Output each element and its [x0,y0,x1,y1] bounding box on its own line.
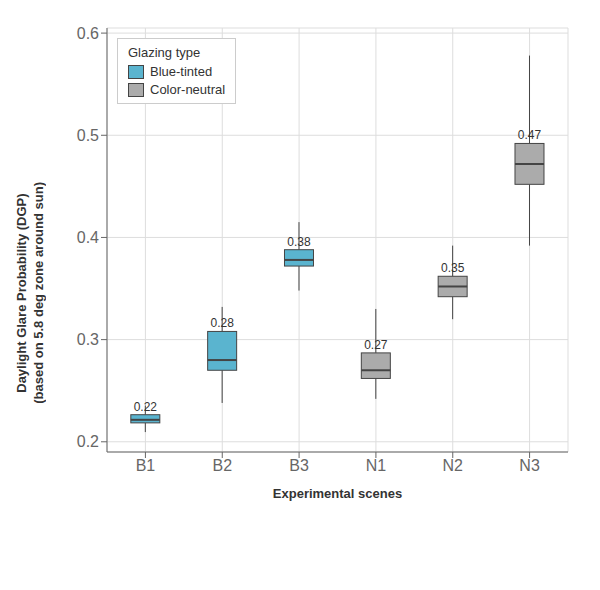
svg-text:0.38: 0.38 [287,235,311,249]
svg-text:B2: B2 [212,457,232,474]
svg-text:N3: N3 [519,457,540,474]
svg-text:0.3: 0.3 [77,331,99,348]
html-text:Color-neutral: Color-neutral [150,82,226,97]
svg-text:0.4: 0.4 [77,229,99,246]
svg-text:B1: B1 [136,457,156,474]
svg-text:0.22: 0.22 [134,400,158,414]
svg-text:0.27: 0.27 [364,338,388,352]
svg-text:Experimental scenes: Experimental scenes [273,486,402,501]
svg-text:0.35: 0.35 [441,261,465,275]
html-text:Blue-tinted: Blue-tinted [150,64,213,79]
svg-text:0.47: 0.47 [518,128,542,142]
svg-text:N1: N1 [366,457,387,474]
svg-text:0.28: 0.28 [210,316,234,330]
svg-text:0.2: 0.2 [77,433,99,450]
html-text:Glazing type: Glazing type [128,45,201,60]
svg-text:B3: B3 [289,457,309,474]
svg-text:0.6: 0.6 [77,25,99,42]
html-text:Daylight Glare Probability (DG: Daylight Glare Probability (DGP) (based … [14,182,46,404]
svg-text:N2: N2 [443,457,464,474]
svg-text:0.5: 0.5 [77,127,99,144]
